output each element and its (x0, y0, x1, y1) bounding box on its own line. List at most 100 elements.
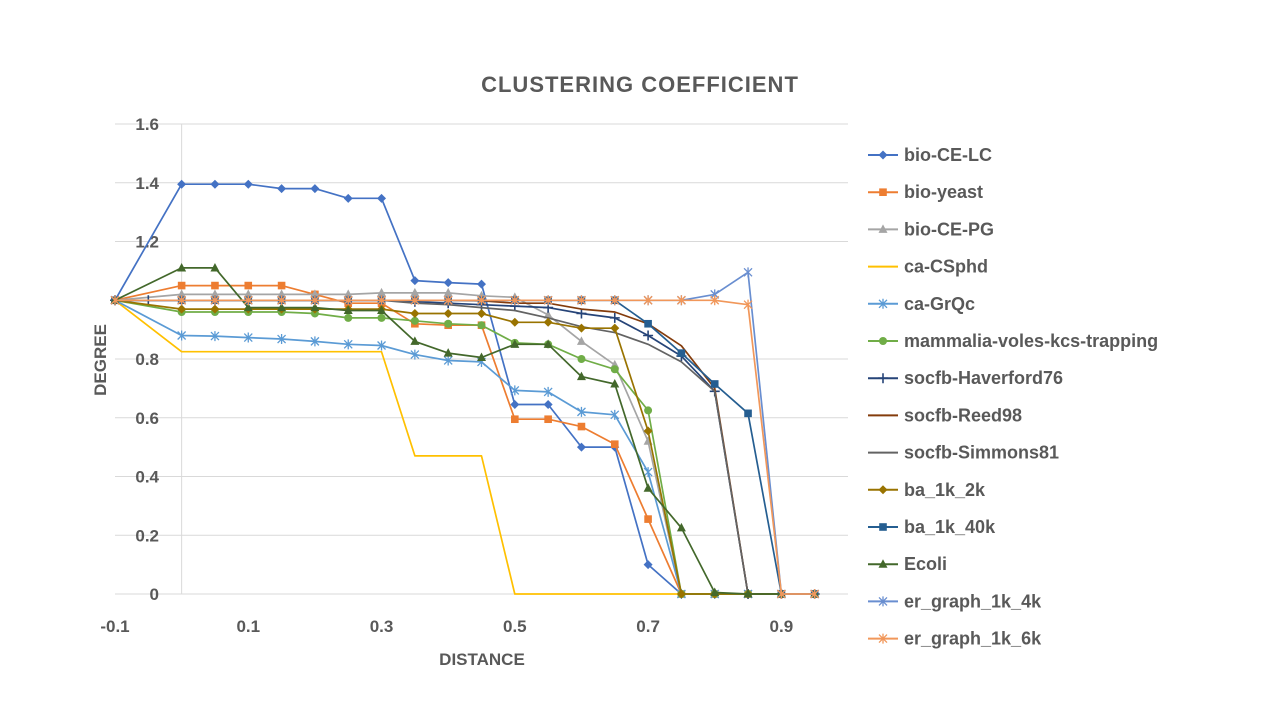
legend-item-er_graph_1k_6k: er_graph_1k_6k (868, 629, 1042, 649)
data-point (377, 287, 387, 297)
legend-label: bio-yeast (904, 182, 983, 202)
series-ca-GrQc (110, 295, 820, 599)
legend-item-Ecoli: Ecoli (868, 554, 947, 574)
data-point (511, 415, 519, 424)
data-point (210, 179, 220, 189)
data-point (410, 295, 420, 306)
series-line-bio-yeast (114, 284, 815, 595)
data-point (310, 295, 320, 306)
legend-item-bio-CE-PG: bio-CE-PG (868, 219, 994, 239)
data-point (643, 467, 653, 478)
legend-item-socfb-Simmons81: socfb-Simmons81 (868, 443, 1059, 463)
data-point (177, 295, 187, 306)
data-point (510, 385, 520, 396)
data-point (577, 422, 586, 431)
series-socfb-Haverford76 (110, 295, 820, 599)
chart-title: CLUSTERING COEFFICIENT (481, 72, 799, 97)
data-point (277, 295, 287, 306)
data-point (443, 348, 453, 357)
legend-item-ca-GrQc: ca-GrQc (868, 294, 975, 314)
data-point (776, 589, 786, 599)
series-line-bio-CE-PG (114, 292, 815, 595)
data-point (443, 278, 453, 288)
x-tick-label: 0.1 (236, 617, 260, 636)
series-line-ba_1k_2k (114, 299, 815, 595)
series-ba_1k_40k (111, 296, 819, 598)
series-line-socfb-Haverford76 (115, 299, 815, 595)
data-point (210, 304, 220, 314)
data-point (576, 295, 586, 306)
data-point (343, 193, 353, 203)
series-lines (110, 179, 820, 599)
data-point (443, 287, 453, 297)
legend-label: socfb-Simmons81 (904, 443, 1059, 463)
data-point (510, 400, 520, 410)
data-point (810, 589, 820, 599)
y-axis-ticks: 0 0.2 0.4 0.6 0.8 1.2 1.4 1.6 (135, 115, 159, 604)
data-point (543, 400, 553, 410)
legend-marker (879, 188, 887, 196)
legend-marker (878, 150, 888, 160)
data-point (243, 179, 253, 189)
legend-marker (879, 523, 887, 531)
data-point (277, 289, 287, 298)
data-point (310, 336, 320, 347)
series-ca-CSphd (114, 299, 815, 595)
data-point (477, 279, 486, 289)
data-point (643, 330, 654, 341)
data-point (576, 336, 586, 345)
series-line-ca-GrQc (114, 299, 815, 595)
data-point (344, 313, 353, 322)
data-point (243, 295, 253, 306)
data-point (443, 355, 453, 366)
series-line-er_graph_1k_4k (115, 271, 815, 595)
legend-item-bio-CE-LC: bio-CE-LC (868, 145, 992, 165)
series-er_graph_1k_4k (110, 267, 820, 599)
data-point (210, 289, 220, 298)
data-point (710, 587, 720, 597)
data-point (576, 406, 586, 417)
data-point (677, 349, 686, 357)
data-point (477, 295, 486, 306)
data-point (177, 304, 187, 314)
series-ba_1k_2k (110, 295, 820, 599)
data-point (343, 289, 353, 298)
legend-marker (878, 596, 888, 607)
series-mammalia-voles-kcs-trapping (111, 296, 819, 598)
legend-label: socfb-Reed98 (904, 405, 1022, 425)
data-point (444, 319, 453, 328)
data-point (543, 339, 553, 348)
data-point (743, 299, 753, 310)
data-point (510, 339, 520, 348)
data-point (643, 483, 653, 492)
legend-item-mammalia-voles-kcs-trapping: mammalia-voles-kcs-trapping (868, 331, 1158, 351)
data-point (211, 281, 219, 290)
series-line-socfb-Simmons81 (115, 299, 815, 595)
legend-label: bio-CE-LC (904, 145, 992, 165)
legend: bio-CE-LC bio-yeast bio-CE-PG ca-CSphd ca-Gr… (868, 145, 1158, 649)
data-point (377, 295, 387, 306)
data-point (110, 295, 120, 306)
data-point (576, 308, 587, 319)
data-point (210, 262, 220, 272)
series-er_graph_1k_6k (110, 295, 820, 599)
data-point (377, 313, 386, 322)
legend-label: ca-CSphd (904, 257, 988, 277)
data-point (310, 302, 320, 312)
data-point (277, 302, 287, 312)
data-point (644, 406, 653, 415)
y-tick-label: 0.8 (135, 350, 159, 369)
series-socfb-Simmons81 (115, 299, 815, 595)
data-point (244, 281, 253, 290)
data-point (177, 281, 186, 290)
legend-label: mammalia-voles-kcs-trapping (904, 331, 1158, 351)
y-tick-label: 1.2 (135, 233, 159, 252)
data-point (610, 378, 620, 388)
data-point (743, 589, 753, 598)
y-tick-label: 0.4 (135, 468, 159, 487)
legend-item-ba_1k_40k: ba_1k_40k (868, 517, 996, 537)
series-line-er_graph_1k_6k (115, 299, 815, 595)
data-point (609, 312, 620, 323)
data-point (610, 409, 620, 420)
